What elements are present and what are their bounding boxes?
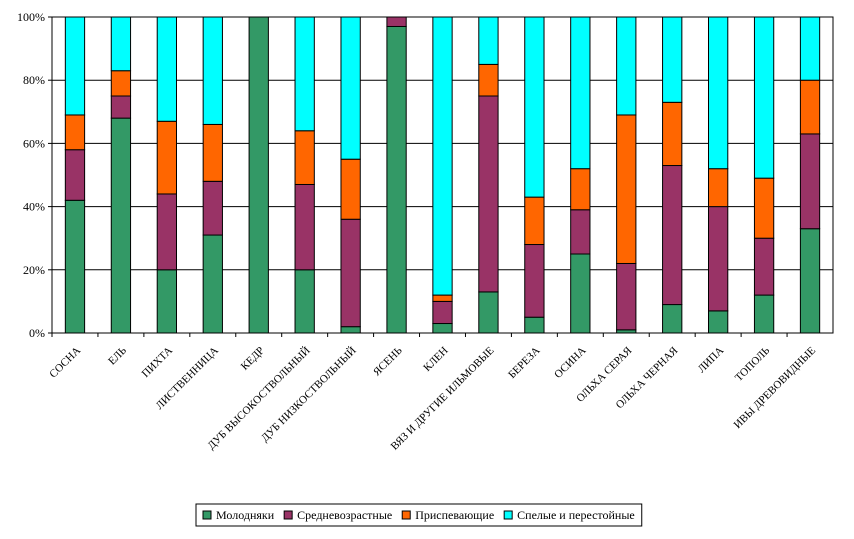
bar-segment (202, 16, 223, 125)
y-tick-label: 40% (23, 200, 45, 214)
legend-label: Молодняки (216, 508, 275, 522)
axes (48, 16, 834, 337)
bar-segment (799, 133, 821, 230)
x-tick-label: ИВЫ ДРЕВОВИДНЫЕ (732, 344, 819, 431)
legend-label: Средневозрастные (297, 508, 392, 522)
x-tick-label: КЕДР (239, 345, 267, 373)
bar-segment (202, 123, 223, 182)
bar-segment (64, 16, 86, 116)
x-tick-label: ЕЛЬ (106, 345, 129, 368)
x-tick-label: ЛИПА (696, 345, 727, 376)
bar-segment (662, 101, 683, 167)
bar-segment (294, 130, 315, 185)
x-tick-label: ПИХТА (140, 345, 175, 380)
bar-segment (524, 244, 545, 318)
bar-segment (707, 206, 729, 312)
bar-segment (478, 16, 499, 65)
bar-segment (386, 25, 407, 334)
bar-segment (707, 310, 729, 334)
bar-segment (156, 269, 178, 334)
bar-segment (156, 16, 178, 122)
bar-segment (340, 158, 361, 220)
bar-segment (432, 323, 453, 334)
bar-segment (110, 70, 132, 97)
bar-segment (799, 228, 821, 334)
bar-segment (294, 183, 315, 271)
bar-segment (753, 237, 775, 296)
legend: Молодняки Средневозрастные Приспевающие Спе… (195, 503, 643, 527)
bar-segment (753, 177, 775, 239)
bar-segment (570, 209, 591, 255)
bar-segment (753, 294, 775, 334)
bar-segment (616, 114, 637, 264)
bar-segment (478, 63, 499, 97)
bar-segment (662, 16, 683, 103)
x-tick-label: БЕРЕЗА (506, 345, 542, 381)
bar-segment (753, 16, 775, 179)
legend-box (195, 503, 643, 527)
bar-segment (202, 234, 223, 334)
bar-segment (340, 16, 361, 160)
bar-segment (294, 16, 315, 132)
bar-segment (340, 326, 361, 334)
bar-segment (340, 218, 361, 328)
legend-swatch (401, 510, 411, 520)
x-tick-label: ЯСЕНЬ (371, 345, 405, 379)
bar-segment (478, 95, 499, 293)
bar-segment (432, 300, 453, 325)
y-tick-label: 20% (23, 263, 45, 277)
plot-area-border (51, 16, 834, 334)
x-tick-label: ТОПОЛЬ (733, 345, 772, 384)
y-axis-tick-labels: 0% 20% 40% 60% 80% 100% (17, 10, 45, 340)
x-tick-label: ОСИНА (552, 345, 588, 381)
bar-segment (432, 16, 453, 296)
bars (64, 16, 821, 334)
legend-label: Спелые и перестойные (517, 508, 635, 522)
bar-segment (386, 16, 407, 27)
bar-segment (156, 193, 178, 271)
x-tick-label: СОСНА (47, 345, 83, 381)
bar-segment (524, 16, 545, 198)
bar-segment (707, 16, 729, 170)
bar-segment (248, 16, 269, 334)
bar-segment (156, 120, 178, 195)
bar-segment (524, 316, 545, 334)
bar-segment (294, 269, 315, 334)
bar-segment (662, 304, 683, 334)
legend-swatch (283, 510, 293, 520)
bar-segment (64, 114, 86, 151)
bar-segment (478, 291, 499, 334)
y-tick-label: 80% (23, 73, 45, 87)
bar-segment (202, 180, 223, 236)
legend-swatch (202, 510, 212, 520)
bar-segment (110, 117, 132, 334)
bar-segment (799, 16, 821, 81)
bar-segment (570, 16, 591, 170)
bar-segment (524, 196, 545, 246)
bar-segment (570, 168, 591, 211)
bar-segment (570, 253, 591, 334)
bar-segment (707, 168, 729, 208)
y-tick-label: 0% (29, 326, 45, 340)
y-tick-label: 100% (17, 10, 45, 24)
bar-segment (616, 16, 637, 116)
bar-segment (110, 16, 132, 72)
bar-segment (799, 79, 821, 135)
legend-swatch (503, 510, 513, 520)
legend-label: Приспевающие (415, 508, 494, 522)
y-tick-label: 60% (23, 136, 45, 150)
bar-segment (616, 262, 637, 331)
x-tick-label: ДУБ НИЗКОСТВОЛЬНЫЙ (259, 345, 359, 445)
bar-segment (64, 149, 86, 201)
bar-segment (662, 165, 683, 306)
bar-segment (64, 199, 86, 334)
x-tick-label: КЛЕН (421, 345, 450, 374)
bar-segment (110, 95, 132, 119)
bar-segment (432, 294, 453, 302)
